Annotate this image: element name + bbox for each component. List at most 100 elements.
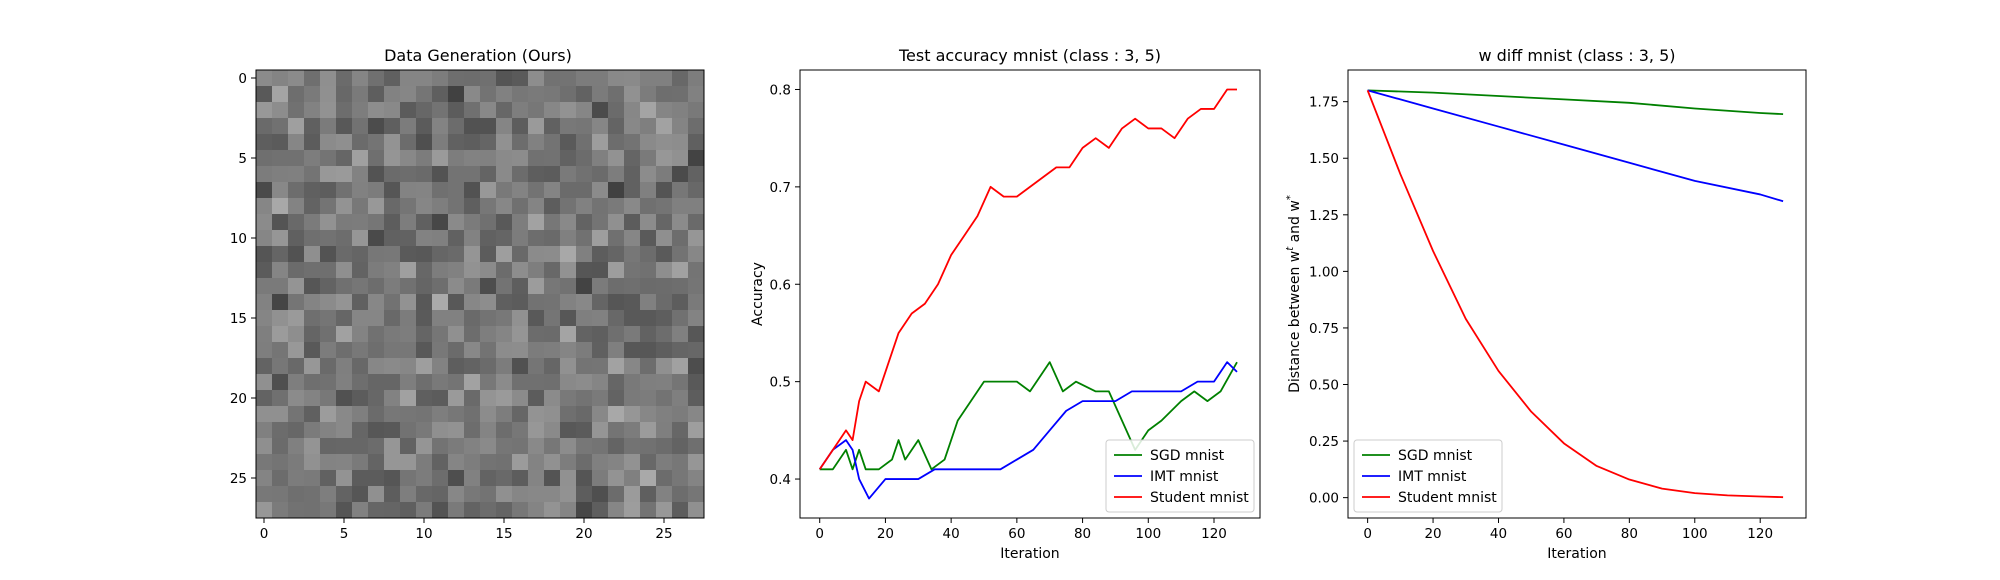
heatmap-cell (336, 262, 353, 279)
y-tick-label: 1.50 (1309, 151, 1339, 167)
heatmap-cell (400, 406, 417, 423)
heatmap-cell (496, 102, 513, 119)
heatmap-cell (320, 278, 337, 295)
heatmap-cell (608, 342, 625, 359)
heatmap-cell (640, 102, 657, 119)
legend-label: IMT mnist (1398, 469, 1467, 485)
heatmap-cell (304, 342, 321, 359)
heatmap-cell (624, 230, 641, 247)
heatmap-cell (528, 486, 545, 503)
heatmap-cell (432, 166, 449, 183)
heatmap-cell (432, 310, 449, 327)
heatmap-cell (336, 198, 353, 215)
heatmap-cell (528, 406, 545, 423)
heatmap-cell (272, 246, 289, 263)
heatmap-cell (416, 454, 433, 471)
heatmap-cell (272, 134, 289, 151)
heatmap-cell (512, 502, 529, 519)
heatmap-cell (576, 470, 593, 487)
heatmap-cell (320, 470, 337, 487)
heatmap-cell (368, 342, 385, 359)
x-tick-label: 120 (1201, 526, 1227, 542)
heatmap-cell (576, 262, 593, 279)
heatmap-cell (384, 198, 401, 215)
heatmap-cell (640, 86, 657, 103)
heatmap-cell (496, 150, 513, 167)
heatmap-cell (656, 358, 673, 375)
image-x-ticks: 0 5 10 15 20 25 (260, 518, 673, 542)
heatmap-cell (272, 502, 289, 519)
heatmap-cell (544, 86, 561, 103)
heatmap-cell (512, 230, 529, 247)
heatmap-cell (592, 438, 609, 455)
heatmap-cell (336, 390, 353, 407)
heatmap-cell (640, 470, 657, 487)
heatmap-cell (368, 150, 385, 167)
heatmap-cell (672, 198, 689, 215)
heatmap-cell (592, 230, 609, 247)
heatmap-cell (352, 86, 369, 103)
heatmap-cell (352, 502, 369, 519)
heatmap-cell (560, 118, 577, 135)
heatmap-cell (304, 502, 321, 519)
heatmap-cell (256, 150, 273, 167)
legend-box (1353, 439, 1503, 513)
heatmap-cell (432, 246, 449, 263)
heatmap-cell (448, 134, 465, 151)
heatmap-cell (336, 310, 353, 327)
heatmap-cell (400, 454, 417, 471)
heatmap-cell (368, 214, 385, 231)
heatmap-cell (336, 166, 353, 183)
heatmap-cell (528, 454, 545, 471)
heatmap-cell (432, 342, 449, 359)
heatmap-cell (256, 422, 273, 439)
heatmap-cell (256, 502, 273, 519)
heatmap-cell (672, 70, 689, 87)
heatmap-cell (528, 182, 545, 199)
image-x-tick-label: 25 (655, 526, 672, 542)
heatmap-cell (384, 310, 401, 327)
heatmap-cell (544, 438, 561, 455)
heatmap-cell (672, 150, 689, 167)
heatmap-cell (304, 102, 321, 119)
y-tick-label: 0.7 (770, 180, 791, 196)
heatmap-cell (256, 102, 273, 119)
heatmap-cell (512, 86, 529, 103)
heatmap-cell (432, 358, 449, 375)
heatmap-cell (448, 198, 465, 215)
heatmap-cell (560, 294, 577, 311)
heatmap-cell (688, 102, 705, 119)
heatmap-cell (400, 262, 417, 279)
heatmap-cell (496, 358, 513, 375)
heatmap-cell (672, 374, 689, 391)
heatmap-cell (368, 470, 385, 487)
heatmap-cell (688, 246, 705, 263)
heatmap-cell (640, 358, 657, 375)
heatmap-cell (384, 470, 401, 487)
heatmap-cell (304, 310, 321, 327)
heatmap-cell (528, 262, 545, 279)
heatmap-cell (352, 102, 369, 119)
heatmap-cell (656, 262, 673, 279)
heatmap-cell (320, 438, 337, 455)
heatmap-cell (512, 294, 529, 311)
heatmap-cell (448, 358, 465, 375)
heatmap-cell (256, 230, 273, 247)
heatmap-cell (432, 374, 449, 391)
heatmap-cell (464, 454, 481, 471)
heatmap-cell (432, 422, 449, 439)
heatmap-cell (256, 294, 273, 311)
heatmap-cell (448, 214, 465, 231)
heatmap-cell (624, 342, 641, 359)
heatmap-cell (640, 454, 657, 471)
heatmap-cell (576, 390, 593, 407)
heatmap-cell (288, 70, 305, 87)
heatmap-cell (592, 134, 609, 151)
heatmap-cell (320, 118, 337, 135)
heatmap-cell (576, 278, 593, 295)
series-line-imt (818, 361, 1238, 500)
heatmap-cell (576, 374, 593, 391)
heatmap-cell (336, 438, 353, 455)
heatmap-cell (496, 294, 513, 311)
heatmap-cell (400, 86, 417, 103)
